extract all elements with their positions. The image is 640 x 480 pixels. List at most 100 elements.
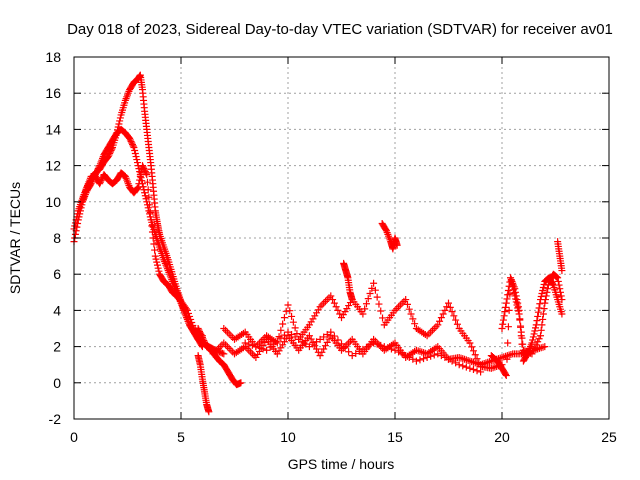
y-tick-label: 2 [53,339,61,355]
data-point [380,343,388,351]
data-point [500,312,508,320]
data-point [263,346,271,354]
data-point [270,340,278,348]
data-point [336,310,344,318]
data-point [355,347,363,355]
data-point [452,359,460,367]
data-point [503,355,511,363]
data-point [539,315,547,323]
data-point [541,343,549,351]
data-point [126,136,134,144]
data-point [469,366,477,374]
data-point [384,344,392,352]
data-point [542,296,550,304]
data-point [225,344,233,352]
data-point [348,296,356,304]
data-point [361,305,369,313]
data-point [237,379,245,387]
y-tick-label: 16 [45,85,61,101]
data-point [393,305,401,313]
data-point [73,213,81,221]
data-point [445,299,452,307]
data-point [144,204,152,212]
data-point [141,192,149,200]
data-point [535,335,543,343]
data-point [218,349,226,357]
data-point [537,332,545,340]
data-point [131,150,139,158]
data-point [132,153,140,161]
data-point [129,142,137,150]
data-point [507,274,515,282]
data-point [345,339,353,347]
data-point [288,312,296,320]
data-point [323,338,331,346]
data-point [544,285,552,293]
data-point [248,341,256,349]
data-point [133,159,141,167]
data-point [141,189,149,197]
data-point [257,337,265,345]
data-point [466,339,474,347]
data-point [468,343,476,351]
data-point [116,117,124,125]
data-point [532,341,540,349]
x-tick-label: 25 [601,429,617,445]
data-point [277,326,285,334]
data-point [434,350,442,358]
data-point [248,350,256,358]
data-point [528,339,536,347]
data-point [140,165,148,173]
data-point [453,320,461,328]
data-point [540,305,548,313]
data-point [362,343,370,351]
x-axis-label: GPS time / hours [288,456,395,472]
data-point [153,258,161,266]
data-point [371,286,379,294]
data-point [539,343,547,351]
data-point [409,315,417,323]
data-point [529,333,537,341]
data-point [275,333,283,341]
data-point [504,286,512,294]
data-point [229,334,237,342]
data-point [329,296,337,304]
data-point [517,328,525,336]
data-point [136,176,144,184]
data-point [220,339,228,347]
data-point [286,307,294,315]
data-point [430,325,438,332]
y-tick-label: -2 [49,411,62,427]
x-tick-label: 20 [494,429,510,445]
data-point [229,348,237,356]
data-point [554,277,562,285]
data-point [130,144,138,151]
data-point [373,293,381,301]
series-arc-e [194,352,213,416]
data-point [375,300,383,308]
data-point [338,340,345,348]
data-point [391,346,399,354]
x-tick-label: 0 [70,429,78,445]
data-point [543,288,551,296]
data-point [323,331,331,339]
data-point [528,350,536,358]
data-point [250,352,258,360]
data-point [146,210,154,218]
data-point [475,359,483,367]
data-point [71,222,79,230]
data-point [318,301,326,309]
data-point [398,299,406,307]
data-point [395,348,403,356]
data-point [282,307,290,315]
series-arc-c [79,162,206,340]
series-arc-j [378,220,401,253]
data-point [247,348,255,356]
data-point [141,166,149,174]
data-point [311,342,319,350]
data-point [313,338,321,346]
series-arc-k [487,274,566,380]
data-point [539,286,547,294]
data-point [502,299,510,307]
data-point [133,156,141,164]
